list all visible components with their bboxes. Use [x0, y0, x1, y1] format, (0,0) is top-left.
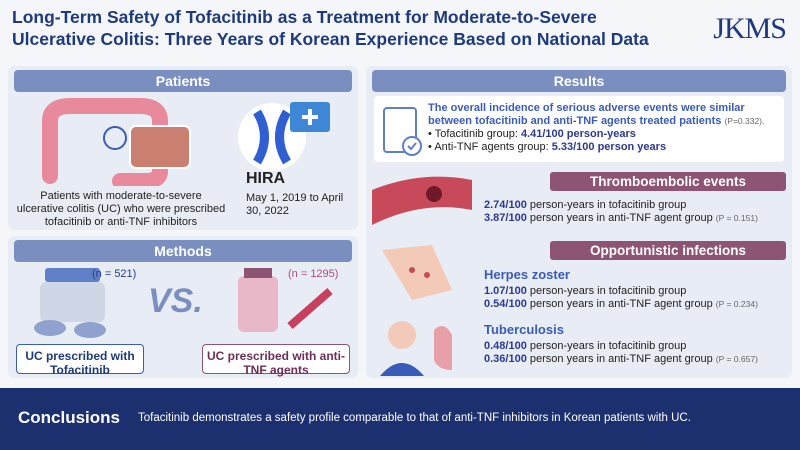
bullet-label: Anti-TNF agents group:: [434, 141, 552, 153]
endoscopy-image: [129, 125, 191, 169]
syringe: [287, 287, 333, 330]
head: [388, 321, 416, 349]
title: Long-Term Safety of Tofacitinib as a Tre…: [12, 6, 649, 50]
result-line: 0.36/100 person years in anti-TNF agent …: [484, 353, 788, 366]
bullet-value: 5.33/100 person years: [551, 141, 667, 153]
result-line: 3.87/100 person years in anti-TNF agent …: [484, 212, 788, 225]
text: person years in anti-TNF agent group: [526, 212, 713, 224]
text: person years in anti-TNF agent group: [526, 353, 713, 365]
conclusions-text: Tofacitinib demonstrates a safety profil…: [138, 412, 691, 424]
period: May 1, 2019 to April 30, 2022: [246, 192, 344, 217]
summary-p: (P=0.332).: [724, 116, 765, 126]
group-label: UC prescribed with anti-TNF agents: [202, 344, 350, 377]
colon: [42, 98, 168, 186]
colon-illustration: [42, 98, 191, 186]
group-n: (n = 1295): [288, 268, 339, 280]
clipboard-icon: [383, 107, 422, 156]
check-circle: [402, 136, 422, 156]
circle: [238, 103, 306, 171]
section-heading: Opportunistic infections: [550, 241, 786, 260]
vessel-illustration: [372, 176, 472, 225]
bullet: • Anti-TNF agents group: 5.33/100 person…: [428, 141, 667, 153]
source: HIRA: [246, 170, 286, 187]
rash: [424, 272, 430, 278]
bullet-label: Tofacitinib group:: [434, 128, 521, 140]
title-line: Ulcerative Colitis: Three Years of Korea…: [12, 29, 649, 49]
clot: [426, 186, 442, 202]
conclusions-bar: [0, 388, 800, 450]
vs: VS.: [148, 282, 203, 320]
value: 3.87/100: [484, 212, 527, 224]
pill: [34, 320, 66, 336]
pill: [74, 322, 106, 338]
infection-illustration: [380, 245, 452, 376]
vial-illustration: [238, 268, 333, 332]
result-line: 0.54/100 person years in anti-TNF agent …: [484, 298, 788, 311]
subsection-title: Tuberculosis: [484, 322, 564, 337]
plus: [302, 109, 318, 125]
text: person-years in tofacitinib group: [526, 199, 687, 211]
p-value: (P = 0.151): [715, 213, 758, 223]
text: person-years in tofacitinib group: [526, 285, 687, 297]
hand: [382, 245, 452, 300]
result-line: 2.74/100 person-years in tofacitinib gro…: [484, 199, 788, 212]
zoom-circle: [103, 126, 127, 150]
bottle-cap: [45, 268, 100, 282]
vessel: [372, 176, 472, 225]
conclusions-heading: Conclusions: [18, 408, 121, 427]
result-line: 1.07/100 person-years in tofacitinib gro…: [484, 285, 788, 298]
value: 0.48/100: [484, 340, 527, 352]
bullet: • Tofacitinib group: 4.41/100 person-yea…: [428, 128, 636, 140]
group-label: UC prescribed with Tofacitinib: [16, 344, 144, 377]
value: 2.74/100: [484, 199, 527, 211]
thromboembolic-lines: 2.74/100 person-years in tofacitinib gro…: [484, 199, 788, 225]
summary-text: The overall incidence of serious adverse…: [428, 102, 745, 127]
result-line: 0.48/100 person-years in tofacitinib gro…: [484, 340, 788, 353]
group-n: (n = 521): [92, 268, 137, 280]
logo: JKMS: [713, 12, 787, 45]
methods-heading: Methods: [14, 240, 352, 262]
subsection-title: Herpes zoster: [484, 267, 570, 282]
rash: [409, 267, 415, 273]
p-value: (P = 0.234): [715, 299, 758, 309]
section-heading: Thromboembolic events: [550, 172, 786, 191]
vial: [238, 276, 278, 332]
summary: The overall incidence of serious adverse…: [428, 102, 782, 154]
title-line: Long-Term Safety of Tofacitinib as a Tre…: [12, 7, 597, 27]
lung: [434, 326, 452, 370]
herpes-lines: 1.07/100 person-years in tofacitinib gro…: [484, 285, 788, 311]
vial-cap: [244, 268, 272, 278]
clipboard: [383, 107, 417, 153]
hira-mark: [253, 109, 291, 165]
value: 1.07/100: [484, 285, 527, 297]
summary-box: [374, 96, 784, 162]
pill-illustration: [34, 268, 106, 338]
p-value: (P = 0.657): [715, 354, 758, 364]
check: [407, 142, 417, 151]
patients-description: Patients with moderate-to-severe ulcerat…: [16, 190, 226, 228]
hira-illustration: [238, 102, 330, 171]
patients-heading: Patients: [14, 70, 352, 92]
results-heading: Results: [372, 70, 786, 92]
tuberculosis-lines: 0.48/100 person-years in tofacitinib gro…: [484, 340, 788, 366]
value: 0.54/100: [484, 298, 527, 310]
text: person-years in tofacitinib group: [526, 340, 687, 352]
value: 0.36/100: [484, 353, 527, 365]
text: person years in anti-TNF agent group: [526, 298, 713, 310]
body: [380, 363, 424, 376]
bottle: [40, 282, 105, 322]
bullet-value: 4.41/100 person-years: [520, 128, 636, 140]
